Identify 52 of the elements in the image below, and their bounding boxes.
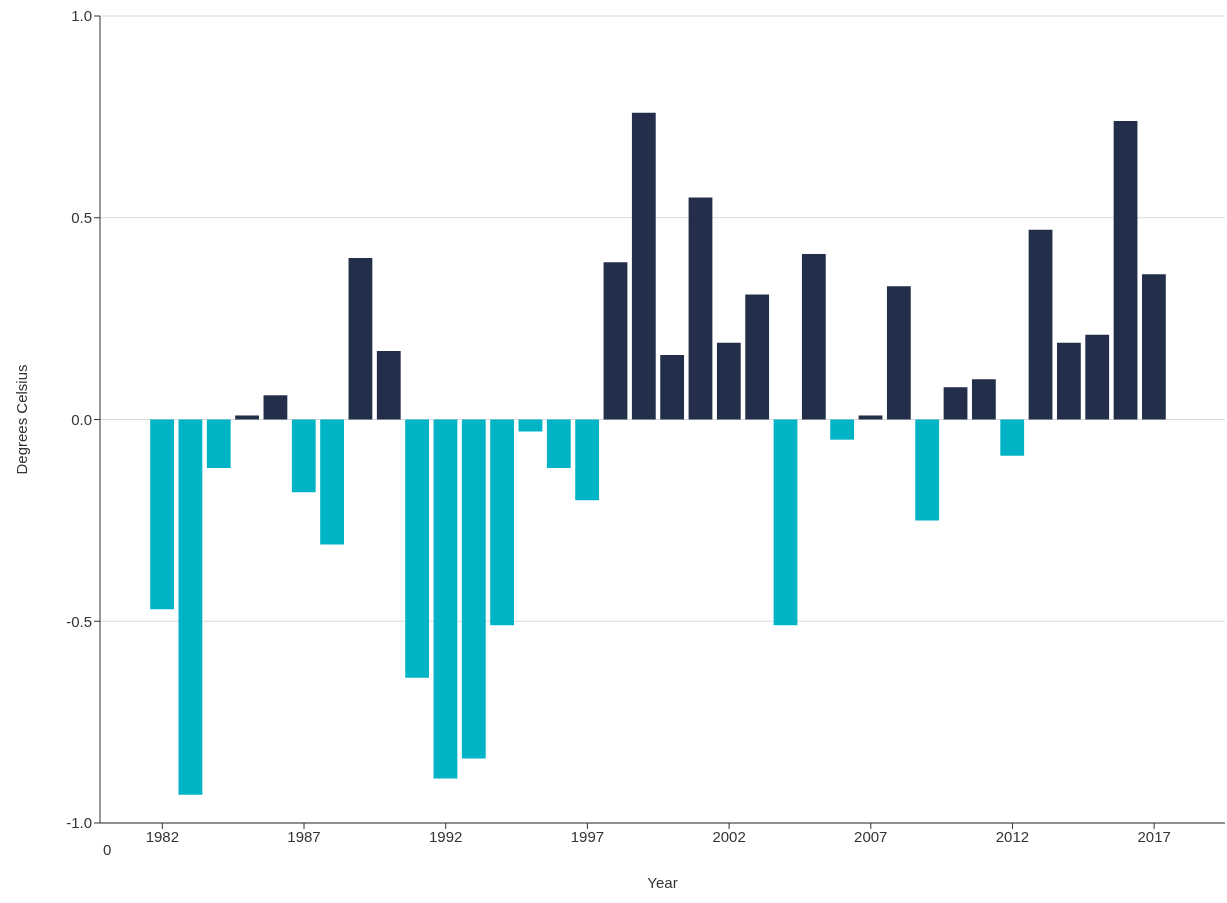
bar bbox=[490, 419, 515, 626]
bar bbox=[461, 419, 486, 759]
bar bbox=[1141, 274, 1166, 420]
y-tick-label: 0.5 bbox=[71, 209, 92, 227]
bar bbox=[376, 350, 401, 420]
bar bbox=[688, 197, 713, 420]
bar bbox=[773, 419, 798, 626]
bar bbox=[603, 262, 628, 420]
bar bbox=[320, 419, 344, 545]
bar bbox=[745, 294, 770, 420]
bar bbox=[405, 419, 430, 678]
bar bbox=[1085, 334, 1110, 420]
bar bbox=[830, 419, 855, 440]
bar bbox=[235, 415, 259, 420]
bar bbox=[291, 419, 316, 493]
x-tick-label: 1982 bbox=[145, 827, 180, 845]
bar bbox=[1028, 229, 1053, 420]
bar bbox=[433, 419, 458, 779]
y-axis-title: Degrees Celsius bbox=[13, 364, 31, 475]
x-axis-title: Year bbox=[647, 874, 678, 891]
x-tick-label: 2002 bbox=[712, 827, 746, 845]
x-tick-label: 2017 bbox=[1137, 827, 1171, 845]
y-tick-label: -1.0 bbox=[66, 814, 92, 832]
x-tick-label: 1992 bbox=[429, 827, 463, 845]
bar bbox=[971, 379, 996, 420]
bar bbox=[518, 419, 543, 432]
x-tick-label: 1997 bbox=[570, 827, 605, 845]
bar bbox=[546, 419, 571, 468]
bar bbox=[858, 415, 883, 420]
y-tick-label: 0.0 bbox=[71, 410, 92, 428]
bar bbox=[263, 395, 288, 420]
text: 0 bbox=[103, 841, 112, 858]
bar bbox=[886, 286, 911, 420]
bar bbox=[348, 258, 373, 420]
bar bbox=[150, 419, 174, 610]
y-tick-label: -0.5 bbox=[66, 612, 92, 630]
bar bbox=[631, 112, 656, 420]
bar bbox=[660, 354, 685, 420]
bar bbox=[575, 419, 600, 501]
bar bbox=[1000, 419, 1025, 456]
x-tick-label: 1987 bbox=[287, 827, 321, 845]
bar bbox=[716, 342, 741, 420]
x-tick-label: 2007 bbox=[854, 827, 888, 845]
bar bbox=[1056, 342, 1081, 420]
bar bbox=[206, 419, 231, 468]
bar bbox=[801, 254, 826, 420]
bar bbox=[915, 419, 940, 521]
bar bbox=[1113, 120, 1138, 420]
bar bbox=[943, 387, 968, 420]
y-tick-label: 1.0 bbox=[71, 7, 92, 25]
bar bbox=[178, 419, 203, 795]
x-tick-label: 2012 bbox=[995, 827, 1030, 845]
